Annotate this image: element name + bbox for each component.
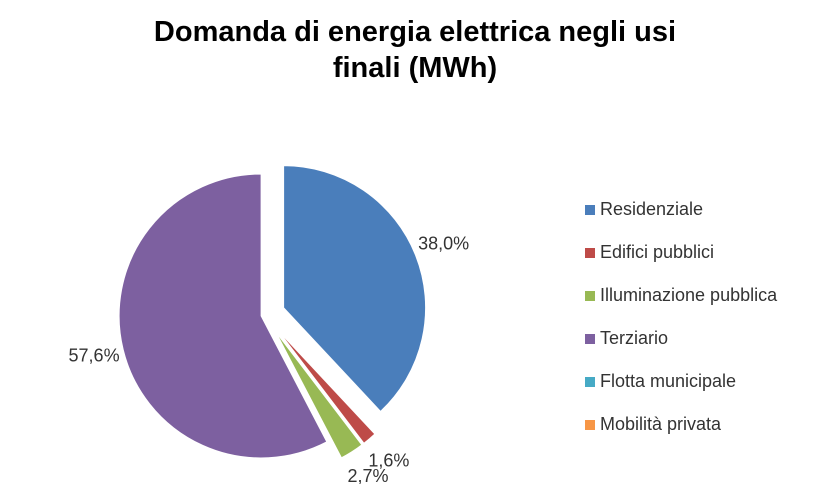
legend-label: Flotta municipale — [600, 371, 736, 391]
legend-swatch — [585, 377, 595, 387]
pie-slice — [277, 329, 376, 444]
data-label: 57,6% — [69, 346, 120, 366]
legend-label: Mobilità privata — [600, 414, 722, 434]
legend-swatch — [585, 205, 595, 215]
legend-label: Terziario — [600, 328, 668, 348]
legend-swatch — [585, 420, 595, 430]
pie-slice — [118, 173, 328, 459]
legend-swatch — [585, 334, 595, 344]
legend-swatch — [585, 291, 595, 301]
data-label: 1,6% — [368, 450, 409, 470]
legend-label: Illuminazione pubblica — [600, 285, 778, 305]
pie-slice — [275, 331, 363, 459]
pie-slice — [283, 165, 427, 413]
data-label: 38,0% — [418, 233, 469, 253]
chart-title: Domanda di energia elettrica negli usi f… — [153, 16, 677, 84]
legend-label: Residenziale — [600, 199, 703, 219]
legend-label: Edifici pubblici — [600, 242, 714, 262]
legend-swatch — [585, 248, 595, 258]
data-label: 2,7% — [347, 466, 388, 484]
